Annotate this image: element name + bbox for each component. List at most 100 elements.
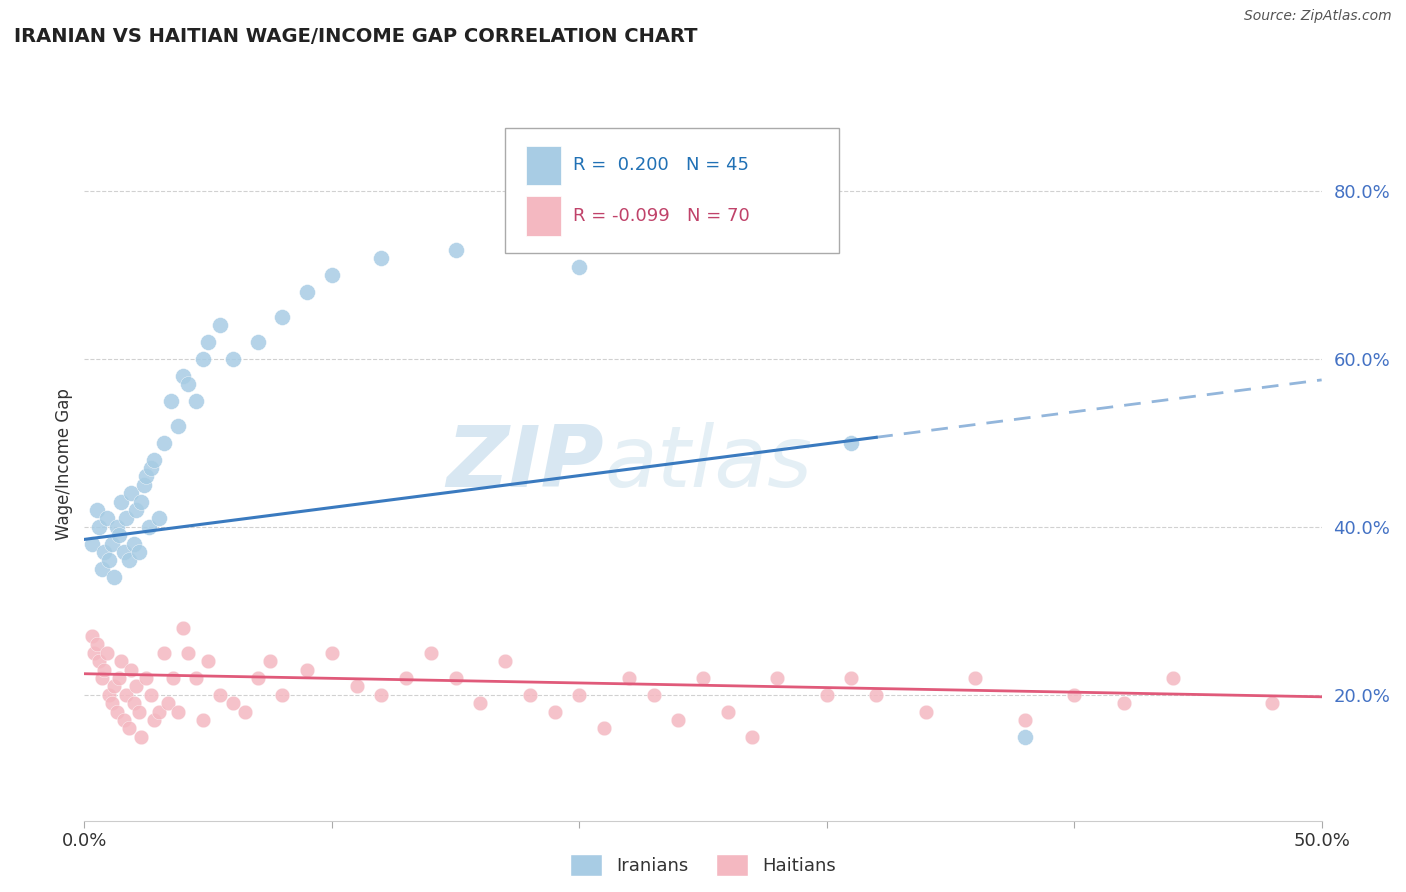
- Point: [167, 705, 190, 719]
- Point: [120, 486, 142, 500]
- Text: ZIP: ZIP: [446, 422, 605, 506]
- Point: [148, 511, 170, 525]
- Point: [142, 713, 165, 727]
- Point: [122, 696, 145, 710]
- Point: [141, 688, 163, 702]
- Point: [666, 713, 689, 727]
- Point: [643, 688, 665, 702]
- Point: [568, 260, 591, 274]
- Bar: [526, 145, 561, 185]
- Bar: [526, 196, 561, 235]
- Point: [865, 688, 887, 702]
- Point: [108, 671, 131, 685]
- Point: [138, 520, 160, 534]
- Point: [152, 435, 174, 450]
- Point: [89, 520, 111, 534]
- Point: [370, 688, 392, 702]
- Point: [89, 654, 111, 668]
- Point: [128, 705, 150, 719]
- Point: [80, 629, 103, 643]
- Point: [96, 511, 118, 525]
- Point: [494, 654, 516, 668]
- Point: [295, 663, 318, 677]
- Text: R = -0.099   N = 70: R = -0.099 N = 70: [574, 207, 749, 225]
- Point: [197, 654, 219, 668]
- Point: [209, 318, 232, 333]
- Point: [83, 646, 105, 660]
- Point: [177, 646, 200, 660]
- Point: [246, 335, 269, 350]
- Point: [100, 536, 122, 550]
- Point: [271, 310, 294, 324]
- Point: [233, 705, 256, 719]
- Text: IRANIAN VS HAITIAN WAGE/INCOME GAP CORRELATION CHART: IRANIAN VS HAITIAN WAGE/INCOME GAP CORRE…: [14, 27, 697, 45]
- Point: [914, 705, 936, 719]
- Point: [105, 520, 128, 534]
- Point: [519, 688, 541, 702]
- Text: R =  0.200   N = 45: R = 0.200 N = 45: [574, 156, 749, 174]
- Point: [246, 671, 269, 685]
- Point: [209, 688, 232, 702]
- Point: [177, 377, 200, 392]
- Point: [222, 351, 245, 366]
- Point: [295, 285, 318, 299]
- Point: [148, 705, 170, 719]
- Point: [80, 536, 103, 550]
- Point: [132, 478, 155, 492]
- Point: [135, 469, 157, 483]
- Point: [1014, 713, 1036, 727]
- Point: [1063, 688, 1085, 702]
- Point: [184, 393, 207, 408]
- Point: [815, 688, 838, 702]
- Point: [419, 646, 441, 660]
- FancyBboxPatch shape: [505, 128, 839, 253]
- Point: [841, 671, 863, 685]
- Point: [103, 679, 125, 693]
- Point: [90, 562, 112, 576]
- Point: [108, 528, 131, 542]
- Point: [965, 671, 987, 685]
- Point: [172, 621, 194, 635]
- Point: [172, 368, 194, 383]
- Point: [184, 671, 207, 685]
- Point: [125, 503, 148, 517]
- Point: [346, 679, 368, 693]
- Point: [444, 243, 467, 257]
- Point: [98, 553, 121, 567]
- Point: [157, 696, 180, 710]
- Point: [112, 545, 135, 559]
- Point: [444, 671, 467, 685]
- Y-axis label: Wage/Income Gap: Wage/Income Gap: [55, 388, 73, 540]
- Point: [370, 251, 392, 265]
- Point: [98, 688, 121, 702]
- Point: [129, 494, 152, 508]
- Point: [692, 671, 714, 685]
- Point: [125, 679, 148, 693]
- Point: [93, 545, 115, 559]
- Point: [717, 705, 740, 719]
- Point: [112, 713, 135, 727]
- Text: Source: ZipAtlas.com: Source: ZipAtlas.com: [1244, 9, 1392, 23]
- Point: [86, 637, 108, 651]
- Point: [259, 654, 281, 668]
- Point: [103, 570, 125, 584]
- Point: [321, 646, 343, 660]
- Point: [543, 705, 565, 719]
- Point: [115, 511, 138, 525]
- Point: [617, 671, 640, 685]
- Point: [568, 688, 591, 702]
- Point: [741, 730, 763, 744]
- Point: [110, 494, 132, 508]
- Point: [1014, 730, 1036, 744]
- Point: [167, 419, 190, 434]
- Point: [135, 671, 157, 685]
- Point: [395, 671, 418, 685]
- Legend: Iranians, Haitians: Iranians, Haitians: [562, 847, 844, 883]
- Point: [142, 452, 165, 467]
- Text: atlas: atlas: [605, 422, 813, 506]
- Point: [593, 721, 616, 735]
- Point: [321, 268, 343, 282]
- Point: [160, 393, 183, 408]
- Point: [129, 730, 152, 744]
- Point: [470, 696, 492, 710]
